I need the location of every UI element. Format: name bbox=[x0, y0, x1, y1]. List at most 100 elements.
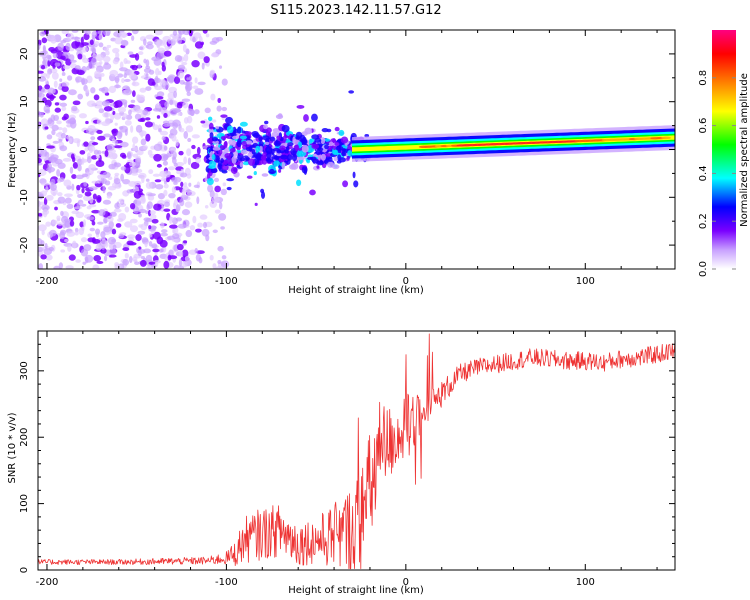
heatmap-noise-blob bbox=[87, 233, 93, 238]
heatmap-noise-blob bbox=[113, 177, 121, 185]
heatmap-noise-blob bbox=[63, 218, 71, 223]
heatmap-noise-blob bbox=[89, 39, 94, 46]
heatmap-noise-blob bbox=[114, 172, 120, 177]
heatmap-noise-blob bbox=[82, 57, 90, 64]
heatmap-noise-blob bbox=[51, 124, 59, 131]
heatmap-noise-blob bbox=[52, 140, 60, 144]
heatmap-noise-blob bbox=[148, 232, 153, 238]
heatmap-noise-blob bbox=[62, 157, 72, 162]
heatmap-noise-blob bbox=[60, 132, 66, 139]
heatmap-noise-blob bbox=[77, 193, 83, 198]
heatmap-noise-blob bbox=[183, 117, 189, 124]
heatmap-noise-blob bbox=[112, 58, 119, 65]
heatmap-noise-blob bbox=[148, 225, 152, 230]
heatmap-signal-blob bbox=[296, 150, 302, 158]
snr-xtick-label--200: -200 bbox=[36, 577, 59, 588]
colorbar-ticks: 0.0 0.2 0.4 0.6 0.8 bbox=[698, 70, 736, 277]
heatmap-noise-blob bbox=[194, 77, 198, 84]
heatmap-noise-blob bbox=[120, 141, 129, 148]
heatmap-noise-blob bbox=[91, 220, 96, 226]
heatmap-signal-blob bbox=[220, 135, 226, 140]
heatmap-noise-blob bbox=[131, 81, 140, 87]
heatmap-noise-blob bbox=[126, 32, 132, 37]
heatmap-noise-blob bbox=[119, 152, 126, 158]
heatmap-noise-blob bbox=[44, 109, 51, 114]
heatmap-noise-blob bbox=[217, 259, 222, 265]
figure-title: S115.2023.142.11.57.G12 bbox=[270, 3, 441, 18]
heatmap-noise-blob bbox=[103, 133, 112, 138]
heatmap-noise-blob bbox=[173, 181, 178, 185]
heatmap-noise-blob bbox=[57, 192, 63, 197]
heatmap-noise-blob bbox=[82, 219, 87, 228]
heatmap-noise-blob bbox=[163, 208, 171, 212]
heatmap-noise-blob bbox=[122, 247, 130, 252]
heatmap-noise-blob bbox=[56, 120, 62, 125]
heatmap-noise-blob bbox=[177, 112, 183, 116]
heatmap-noise-blob bbox=[126, 240, 134, 246]
heatmap-noise-blob bbox=[85, 120, 89, 125]
heatmap-noise-blob bbox=[95, 100, 104, 107]
heatmap-noise-blob bbox=[56, 222, 64, 226]
heatmap-noise-blob bbox=[221, 106, 228, 112]
heatmap-noise-blob bbox=[44, 126, 49, 130]
heatmap-noise-blob bbox=[38, 43, 41, 51]
heatmap-noise-blob bbox=[78, 113, 87, 119]
heatmap-noise-blob bbox=[127, 152, 132, 158]
heatmap-noise-blob bbox=[52, 53, 58, 59]
heatmap-signal-blob bbox=[327, 161, 335, 168]
heatmap-noise-blob bbox=[131, 30, 139, 35]
heatmap-noise-blob bbox=[156, 51, 165, 60]
heatmap-noise-blob bbox=[209, 254, 214, 261]
heatmap-noise-blob bbox=[38, 200, 41, 206]
spectrogram-ytick-label--20: -20 bbox=[19, 237, 30, 253]
heatmap-noise-blob bbox=[177, 223, 187, 229]
heatmap-signal-blob bbox=[211, 154, 216, 161]
heatmap-noise-blob bbox=[63, 113, 69, 120]
heatmap-noise-blob bbox=[129, 69, 135, 77]
heatmap-signal-blob bbox=[296, 104, 305, 109]
heatmap-signal-blob bbox=[260, 155, 267, 161]
heatmap-noise-blob bbox=[108, 254, 117, 258]
heatmap-noise-blob bbox=[160, 222, 165, 229]
spectrogram-ytick-label--10: -10 bbox=[19, 189, 30, 205]
heatmap-noise-blob bbox=[119, 61, 124, 69]
heatmap-noise-blob bbox=[102, 199, 112, 205]
heatmap-noise-blob bbox=[195, 157, 201, 164]
heatmap-noise-blob bbox=[88, 163, 96, 171]
heatmap-signal-blob bbox=[224, 152, 232, 159]
heatmap-noise-blob bbox=[147, 265, 152, 269]
heatmap-noise-blob bbox=[159, 130, 169, 136]
heatmap-signal-blob bbox=[219, 145, 225, 150]
heatmap-signal-blob bbox=[315, 149, 322, 156]
heatmap-noise-blob bbox=[210, 52, 219, 58]
heatmap-noise-blob bbox=[164, 101, 169, 108]
heatmap-noise-blob bbox=[71, 30, 79, 33]
heatmap-signal-blob bbox=[231, 135, 239, 140]
heatmap-noise-blob bbox=[50, 183, 57, 192]
spectrogram-y-label: Frequency (Hz) bbox=[7, 112, 18, 188]
heatmap-noise-blob bbox=[104, 180, 111, 186]
heatmap-signal-blob bbox=[246, 175, 253, 179]
heatmap-noise-blob bbox=[138, 213, 142, 218]
heatmap-noise-blob bbox=[147, 193, 156, 197]
heatmap-noise-blob bbox=[157, 47, 166, 54]
heatmap-noise-blob bbox=[178, 250, 184, 258]
heatmap-noise-blob bbox=[191, 60, 200, 68]
heatmap-noise-blob bbox=[60, 39, 67, 44]
heatmap-noise-blob bbox=[200, 120, 206, 124]
heatmap-noise-blob bbox=[125, 86, 130, 94]
heatmap-noise-blob bbox=[190, 161, 200, 170]
heatmap-signal-blob bbox=[276, 150, 282, 154]
heatmap-signal-blob bbox=[319, 159, 324, 165]
heatmap-noise-blob bbox=[144, 121, 153, 128]
heatmap-noise-blob bbox=[77, 158, 83, 166]
heatmap-noise-blob bbox=[218, 213, 227, 221]
heatmap-noise-blob bbox=[172, 233, 180, 240]
heatmap-signal-blob bbox=[269, 168, 275, 174]
heatmap-noise-blob bbox=[106, 215, 114, 223]
heatmap-noise-blob bbox=[38, 76, 47, 82]
heatmap-signal-blob bbox=[266, 151, 272, 160]
heatmap-noise-blob bbox=[136, 94, 141, 102]
heatmap-noise-blob bbox=[100, 239, 108, 247]
heatmap-noise-blob bbox=[172, 107, 181, 114]
